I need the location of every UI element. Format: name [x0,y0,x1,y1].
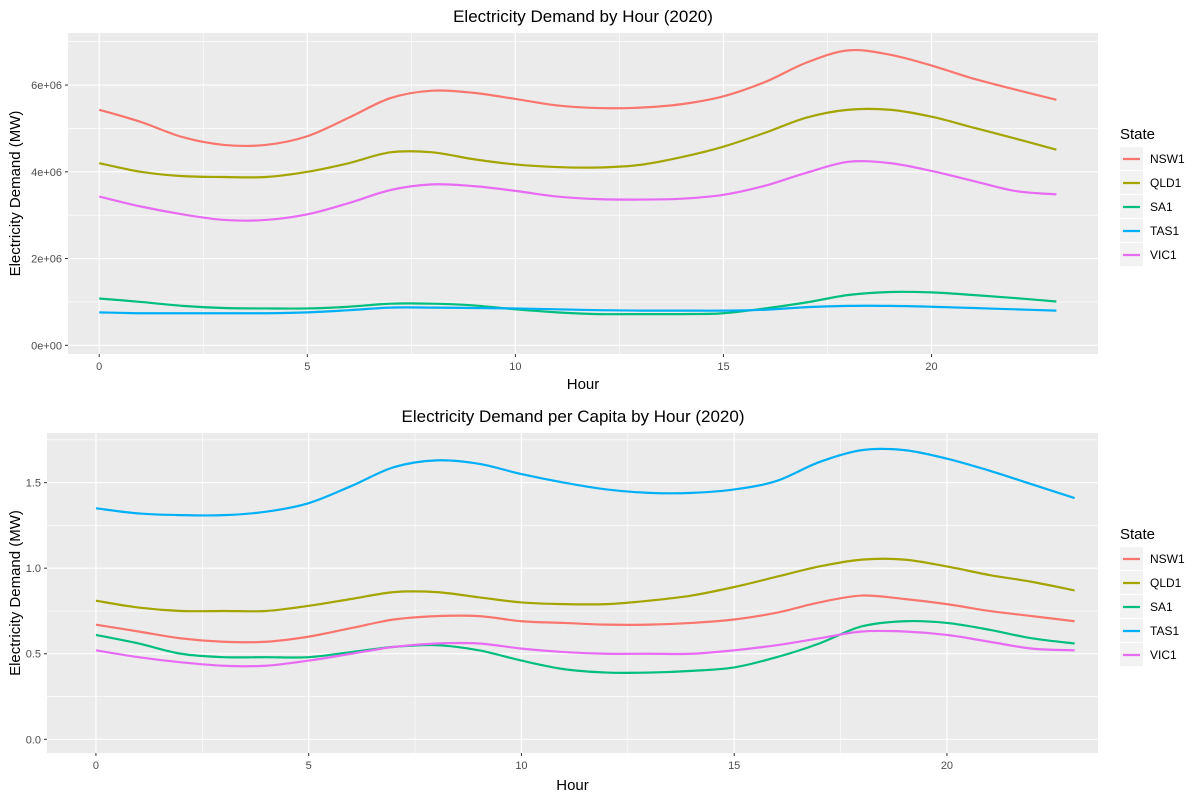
legend-label-vic1: VIC1 [1150,648,1177,662]
y-tick-label: 1.5 [26,478,41,490]
series-line-vic1 [98,160,1057,222]
y-tick-label: 0.5 [26,649,41,661]
y-tick-label: 4e+06 [31,167,62,179]
legend-title: State [1120,126,1155,143]
y-tick-label: 2e+06 [31,254,62,266]
plot-panel [68,33,1098,354]
x-tick-label: 5 [304,361,310,373]
x-axis-label: Hour [556,777,589,794]
x-tick-label: 0 [96,361,102,373]
legend-label-sa1: SA1 [1150,600,1173,614]
y-tick-label: 0e+00 [31,340,62,352]
series-line-qld1 [95,557,1075,613]
series-lines [98,48,1057,316]
y-axis-label: Electricity Demand (MW) [7,510,24,676]
y-tick-label: 1.0 [26,563,41,575]
x-tick-label: 10 [509,361,521,373]
plot-panel [47,433,1098,753]
series-line-vic1 [95,629,1075,668]
x-tick-label: 20 [941,760,953,772]
legend-label-tas1: TAS1 [1150,224,1179,238]
series-line-sa1 [99,290,1057,316]
series-line-nsw1 [95,594,1075,644]
y-axis-ticks: 0.0 0.5 1.0 1.5 [26,478,47,746]
grid [47,433,1098,753]
legend: State NSW1 QLD1 SA1 TAS1 VIC1 [1120,526,1185,666]
legend: State NSW1 QLD1 SA1 TAS1 VIC1 [1120,126,1185,266]
series-line-sa1 [95,619,1075,674]
legend-items: NSW1 QLD1 SA1 TAS1 VIC1 [1120,547,1185,666]
y-axis-ticks: 0e+00 2e+06 4e+06 6e+06 [31,80,68,352]
series-line-tas1 [95,447,1075,517]
legend-label-nsw1: NSW1 [1150,152,1185,166]
chart-title: Electricity Demand per Capita by Hour (2… [402,407,745,426]
y-tick-label: 6e+06 [31,80,62,92]
x-tick-label: 10 [515,760,527,772]
x-axis-ticks: 0 5 10 15 20 [93,753,953,772]
legend-label-qld1: QLD1 [1150,176,1182,190]
x-tick-label: 15 [728,760,740,772]
x-tick-label: 0 [93,760,99,772]
legend-items: NSW1 QLD1 SA1 TAS1 VIC1 [1120,147,1185,266]
series-line-nsw1 [98,48,1057,148]
x-tick-label: 15 [717,361,729,373]
legend-label-tas1: TAS1 [1150,624,1179,638]
series-line-qld1 [98,107,1057,179]
legend-title: State [1120,526,1155,543]
y-tick-label: 0.0 [26,734,41,746]
legend-label-qld1: QLD1 [1150,576,1182,590]
chart-demand-by-hour: Electricity Demand by Hour (2020) 0e+00 2… [7,7,1185,393]
series-lines [95,447,1075,674]
x-tick-label: 20 [925,361,937,373]
legend-label-vic1: VIC1 [1150,248,1177,262]
y-axis-label: Electricity Demand (MW) [7,111,24,277]
grid [68,33,1098,354]
legend-label-nsw1: NSW1 [1150,552,1185,566]
legend-label-sa1: SA1 [1150,200,1173,214]
x-axis-ticks: 0 5 10 15 20 [96,354,938,373]
x-tick-label: 5 [306,760,312,772]
chart-title: Electricity Demand by Hour (2020) [453,7,713,26]
x-axis-label: Hour [567,376,600,393]
chart-demand-per-capita-by-hour: Electricity Demand per Capita by Hour (2… [7,407,1185,794]
series-line-tas1 [99,304,1057,315]
